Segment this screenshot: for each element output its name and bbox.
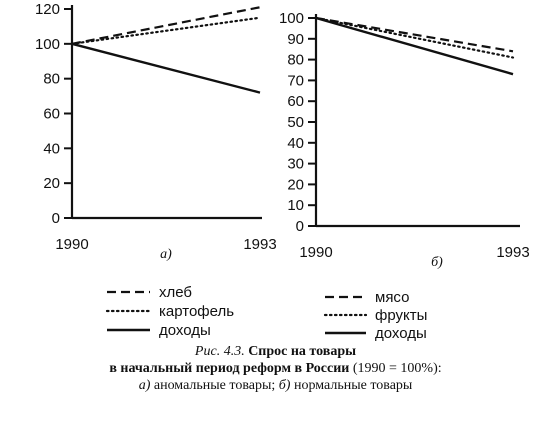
y-tick-label: 80 [43,71,60,88]
figure-number: Рис. 4.3. [194,344,245,359]
y-tick-label: 0 [296,218,304,235]
legend-label: фрукты [375,307,427,324]
series-line-dashed [315,16,514,53]
panel-label: б) [431,255,443,270]
legend-label: картофель [159,303,234,320]
y-tick-label: 70 [287,72,304,89]
caption-title: Спрос на товары [248,344,357,359]
chart-panel-a: 0 20 40 60 80 100 120 1990 1993 а) [35,1,277,262]
figure: 0 20 40 60 80 100 120 1990 1993 а) 0 10 20 30 40 50 60 7… [35,1,530,342]
y-tick-label: 10 [287,197,304,214]
y-tick-label: 80 [287,52,304,69]
x-tick-label: 1990 [55,236,88,253]
x-tick-label: 1993 [496,244,529,261]
legend-label: доходы [375,325,427,342]
series-line-dotted [70,16,262,45]
legend-label: мясо [375,289,409,306]
caption-label-b: б) [278,378,291,393]
figure-caption-line-3: а) аномальные товары; б) нормальные това… [0,377,551,394]
y-tick-label: 40 [43,140,60,157]
y-tick-label: 60 [287,93,304,110]
series-line-solid [71,42,261,94]
x-tick-label: 1990 [299,244,332,261]
y-tick-label: 40 [287,135,304,152]
y-tick-label: 100 [35,36,60,53]
caption-base: (1990 = 100%): [349,361,442,376]
caption-label-a: а) [138,378,151,393]
caption-text-a: аномальные товары; [150,378,279,393]
series-line-solid [315,16,514,76]
chart-panel-b: 0 10 20 30 40 50 60 70 80 90 100 1990 1993 б) [279,10,530,270]
series-line-dotted [314,16,515,59]
y-tick-label: 30 [287,156,304,173]
series-line-dashed [71,6,261,45]
y-tick-label: 60 [43,106,60,123]
y-tick-label: 120 [35,1,60,18]
y-tick-label: 0 [52,210,60,227]
legend-label: хлеб [159,284,192,301]
y-tick-label: 20 [43,175,60,192]
figure-caption-line-1: Рис. 4.3. Спрос на товары [0,343,551,360]
y-tick-label: 20 [287,176,304,193]
legend-label: доходы [159,322,211,339]
legend-panel-a: хлеб картофель доходы [105,284,234,339]
figure-caption-line-2: в начальный период реформ в России (1990… [0,360,551,377]
caption-text-b: нормальные товары [290,378,413,393]
x-tick-label: 1993 [243,236,276,253]
y-tick-label: 100 [279,10,304,27]
caption-subtitle: в начальный период реформ в России [109,361,350,376]
y-tick-label: 50 [287,114,304,131]
y-tick-label: 90 [287,31,304,48]
panel-label: а) [160,247,172,262]
